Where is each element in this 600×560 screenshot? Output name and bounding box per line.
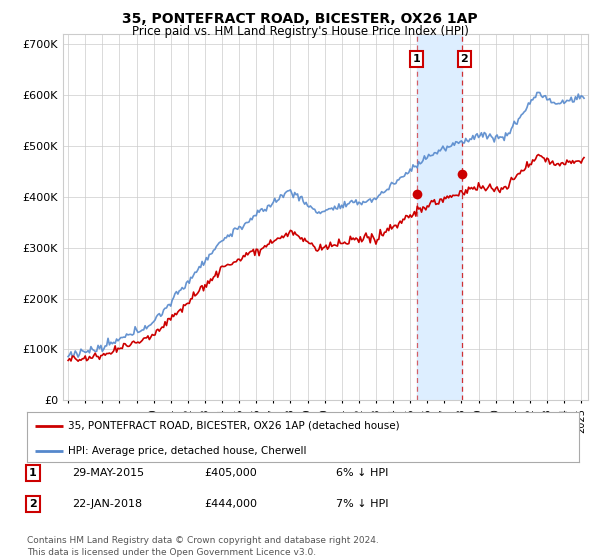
Text: 35, PONTEFRACT ROAD, BICESTER, OX26 1AP: 35, PONTEFRACT ROAD, BICESTER, OX26 1AP xyxy=(122,12,478,26)
Text: 2: 2 xyxy=(460,54,468,64)
Text: £444,000: £444,000 xyxy=(204,499,257,509)
Text: HPI: Average price, detached house, Cherwell: HPI: Average price, detached house, Cher… xyxy=(68,446,307,456)
Text: 29-MAY-2015: 29-MAY-2015 xyxy=(72,468,144,478)
Text: 1: 1 xyxy=(413,54,421,64)
Text: Price paid vs. HM Land Registry's House Price Index (HPI): Price paid vs. HM Land Registry's House … xyxy=(131,25,469,38)
Text: 1: 1 xyxy=(29,468,37,478)
Text: Contains HM Land Registry data © Crown copyright and database right 2024.
This d: Contains HM Land Registry data © Crown c… xyxy=(27,536,379,557)
Text: 35, PONTEFRACT ROAD, BICESTER, OX26 1AP (detached house): 35, PONTEFRACT ROAD, BICESTER, OX26 1AP … xyxy=(68,421,400,431)
Bar xyxy=(418,34,463,400)
Text: 6% ↓ HPI: 6% ↓ HPI xyxy=(336,468,388,478)
Text: £405,000: £405,000 xyxy=(204,468,257,478)
Text: 2: 2 xyxy=(29,499,37,509)
Text: 7% ↓ HPI: 7% ↓ HPI xyxy=(336,499,389,509)
Text: 22-JAN-2018: 22-JAN-2018 xyxy=(72,499,142,509)
